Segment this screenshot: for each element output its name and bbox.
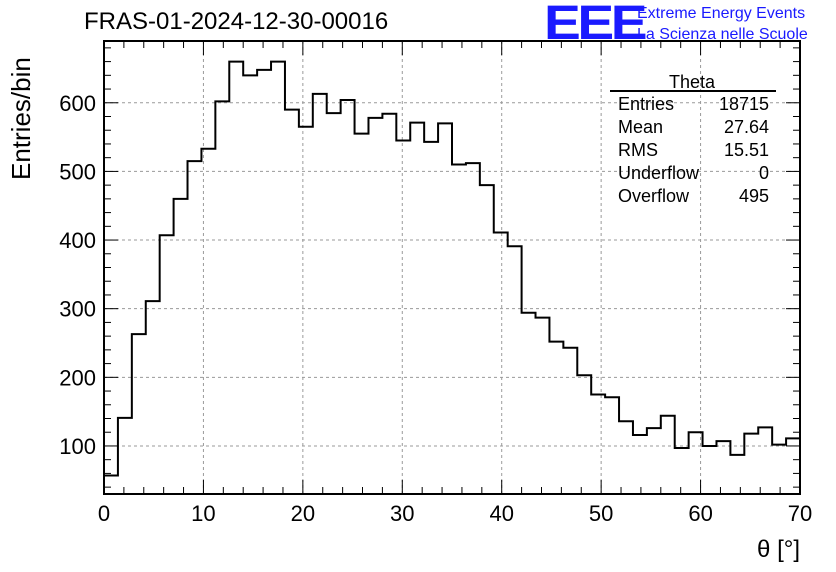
stats-box: Theta Entries 18715 Mean 27.64 RMS 15.51 Under…	[610, 72, 776, 206]
x-tick-label: 10	[191, 501, 215, 526]
chart-title: FRAS-01-2024-12-30-00016	[84, 8, 389, 35]
y-tick-label: 400	[59, 228, 96, 253]
plot-frame	[103, 40, 801, 495]
grid-lines	[104, 41, 800, 494]
stats-label-rms: RMS	[618, 140, 658, 160]
eee-logo: EEE	[544, 0, 648, 50]
stats-value-mean: 27.64	[724, 117, 769, 137]
x-tick-label: 40	[489, 501, 513, 526]
logo-caption-line1: Extreme Energy Events	[637, 5, 806, 22]
x-tick-label: 70	[788, 501, 812, 526]
axis-ticks	[103, 41, 801, 494]
stats-label-underflow: Underflow	[618, 163, 700, 183]
logo-caption-line2: La Scienza nelle Scuole	[637, 26, 808, 43]
y-tick-label: 500	[59, 159, 96, 184]
stats-label-overflow: Overflow	[618, 186, 690, 206]
stats-title: Theta	[669, 72, 716, 92]
stats-label-entries: Entries	[618, 94, 674, 114]
stats-value-overflow: 495	[739, 186, 769, 206]
y-tick-labels: 100 200 300 400 500 600	[59, 91, 96, 459]
y-axis-label: Entries/bin	[6, 57, 36, 180]
y-tick-label: 200	[59, 365, 96, 390]
stats-value-underflow: 0	[759, 163, 769, 183]
x-tick-label: 30	[390, 501, 414, 526]
x-tick-label: 50	[589, 501, 613, 526]
y-tick-label: 300	[59, 297, 96, 322]
x-tick-labels: 0 10 20 30 40 50 60 70	[98, 501, 812, 526]
x-tick-label: 0	[98, 501, 110, 526]
stats-label-mean: Mean	[618, 117, 663, 137]
y-tick-label: 600	[59, 91, 96, 116]
histogram-line	[103, 60, 800, 494]
y-tick-label: 100	[59, 434, 96, 459]
x-tick-label: 20	[291, 501, 315, 526]
stats-value-rms: 15.51	[724, 140, 769, 160]
x-tick-label: 60	[688, 501, 712, 526]
x-axis-label: θ [°]	[757, 536, 800, 563]
stats-value-entries: 18715	[719, 94, 769, 114]
